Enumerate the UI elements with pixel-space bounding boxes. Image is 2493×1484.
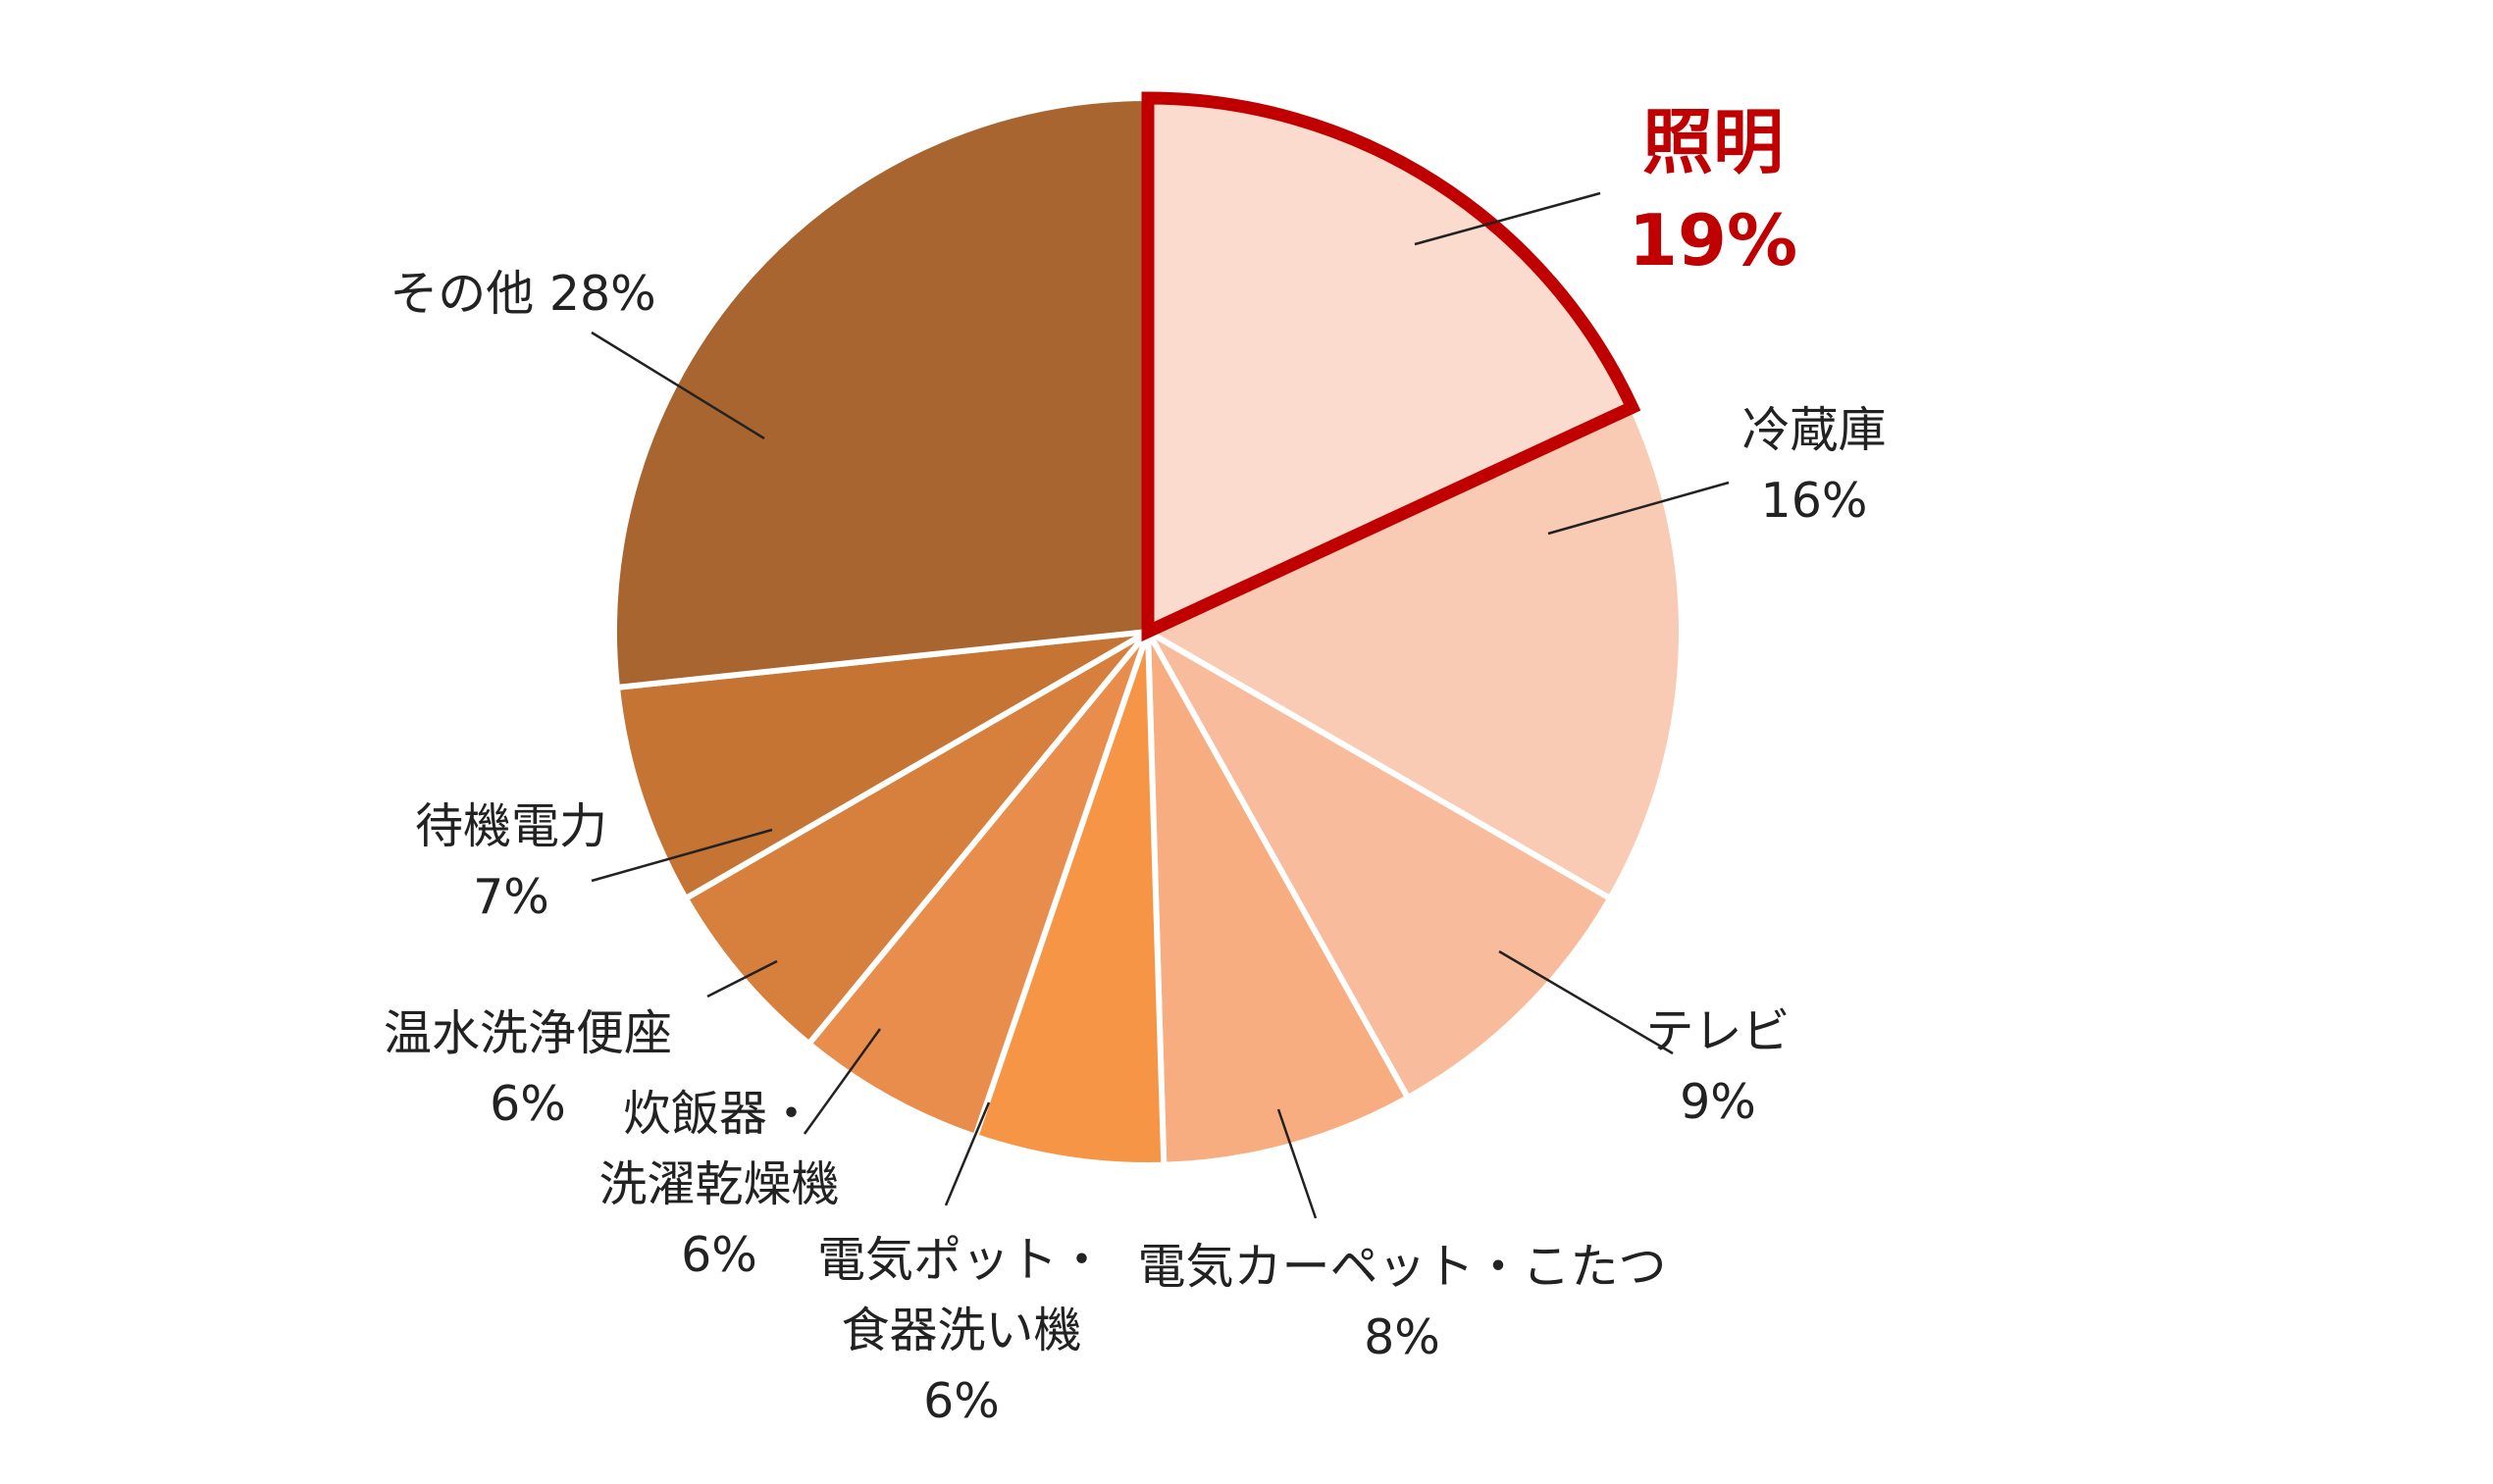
slice-label: 電気ポット・ 食器洗い機 6% xyxy=(817,1225,1106,1437)
value-label: 7% xyxy=(473,869,549,925)
category-label: その他 xyxy=(390,266,535,322)
leader-line xyxy=(706,959,778,998)
pie-slice xyxy=(805,629,1151,1140)
category-label: 炊飯器・ 洗濯乾燥機 xyxy=(598,1086,840,1212)
slice-label: 温水洗浄便座 6% xyxy=(384,998,672,1140)
pie-slice xyxy=(611,95,1151,691)
pie-slice xyxy=(613,629,1151,901)
category-label: 照明 xyxy=(1641,101,1784,183)
category-label: 冷蔵庫 xyxy=(1741,402,1887,458)
value-label: 8% xyxy=(1364,1309,1440,1365)
slice-label: 待機電力 7% xyxy=(415,792,607,933)
pie-slice xyxy=(682,629,1151,1048)
category-label: 電気カーペット・こたつ xyxy=(1137,1239,1667,1295)
value-label: 16% xyxy=(1760,473,1868,529)
leader-line xyxy=(1498,949,1674,1055)
pie-slice xyxy=(972,629,1168,1169)
category-label: 温水洗浄便座 xyxy=(383,1005,673,1061)
category-label: 待機電力 xyxy=(414,798,608,854)
leader-line xyxy=(1414,191,1601,246)
slice-label: 照明 19% xyxy=(1629,93,1797,289)
pie-slice xyxy=(1145,404,1685,901)
slice-label: 炊飯器・ 洗濯乾燥機 6% xyxy=(598,1079,839,1291)
value-label: 6% xyxy=(681,1227,757,1283)
label-gap xyxy=(534,266,549,322)
slice-label: その他 28% xyxy=(390,259,656,330)
category-label: テレビ xyxy=(1645,1003,1791,1059)
value-label: 19% xyxy=(1628,199,1798,281)
value-label: 6% xyxy=(923,1373,1000,1429)
highlight-outline xyxy=(1141,91,1641,642)
leader-line xyxy=(803,1028,882,1135)
value-label: 28% xyxy=(548,266,656,322)
leader-line xyxy=(591,828,773,883)
pie-slice xyxy=(1145,629,1614,1101)
value-label: 9% xyxy=(1680,1074,1756,1130)
leader-line xyxy=(1547,481,1730,536)
leader-line xyxy=(591,331,765,440)
slice-label: 電気カーペット・こたつ 8% xyxy=(1137,1232,1666,1373)
category-label: 電気ポット・ 食器洗い機 xyxy=(816,1232,1107,1358)
leader-line xyxy=(1276,1108,1318,1219)
leader-line xyxy=(944,1101,991,1206)
slice-label: 冷蔵庫 16% xyxy=(1741,395,1886,537)
slice-label: テレビ 9% xyxy=(1645,997,1790,1138)
value-label: 6% xyxy=(490,1076,566,1132)
